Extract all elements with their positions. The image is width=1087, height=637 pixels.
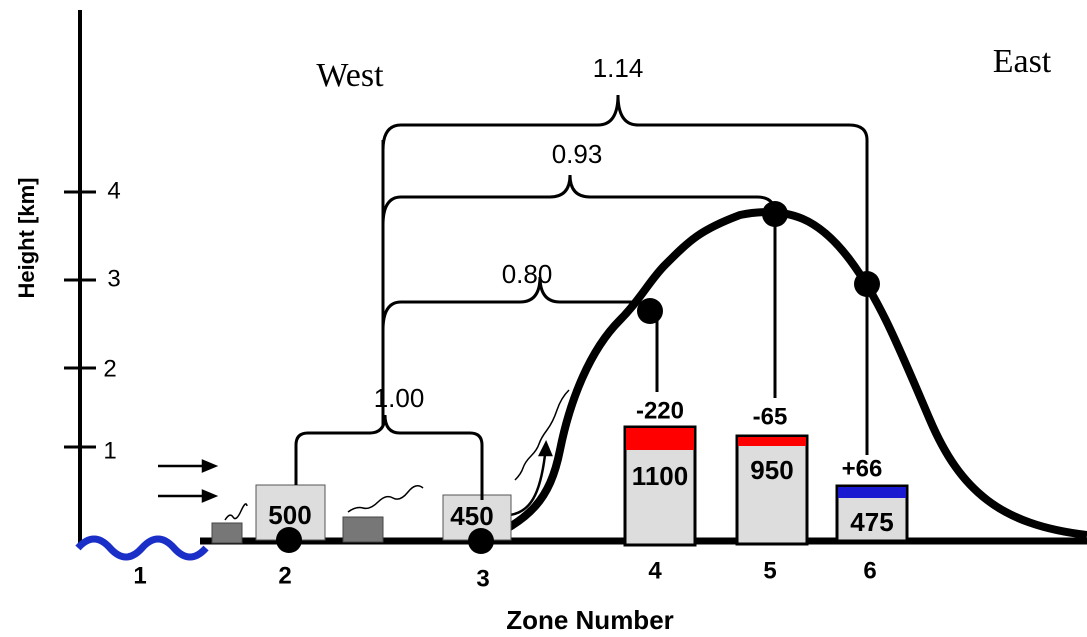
zone-dots <box>276 201 880 554</box>
obstacle <box>211 522 243 544</box>
zone-label: 2 <box>278 562 291 589</box>
sea <box>75 535 209 561</box>
x-axis-label: Zone Number <box>506 605 674 635</box>
bracket-label: 0.93 <box>552 139 603 169</box>
zone-label: 5 <box>763 557 776 584</box>
change-label: -65 <box>753 403 788 430</box>
box-label: 950 <box>750 455 793 485</box>
zone-label: 6 <box>863 557 876 584</box>
y-ticks <box>64 190 96 449</box>
change-label: +66 <box>842 455 883 482</box>
zone-label: 1 <box>133 562 146 589</box>
bracket-label: 1.00 <box>374 383 425 413</box>
obstacle <box>342 516 384 543</box>
mountain <box>478 208 1087 546</box>
box <box>735 434 809 546</box>
turbulence <box>224 389 570 521</box>
wind-arrows <box>158 439 553 517</box>
box-label: 475 <box>850 507 893 537</box>
change-bar <box>626 428 694 450</box>
box-label: 1100 <box>632 461 688 491</box>
change-bar <box>738 437 806 446</box>
zone-label: 3 <box>476 565 489 592</box>
bracket-label: 0.80 <box>502 259 553 289</box>
y-tick-label: 4 <box>107 177 120 204</box>
zone-label: 4 <box>648 557 662 584</box>
y-tick-label: 1 <box>103 437 116 464</box>
y-tick-label: 3 <box>107 265 120 292</box>
y-tick-label: 2 <box>103 355 116 382</box>
change-bar <box>838 487 906 498</box>
brackets <box>294 94 869 500</box>
region-label: East <box>993 43 1052 80</box>
box-label: 500 <box>268 500 311 530</box>
box-label: 450 <box>450 501 493 531</box>
bracket-label: 1.14 <box>593 53 644 83</box>
change-label: -220 <box>636 397 684 424</box>
region-label: West <box>316 57 384 94</box>
y-axis-label: Height [km] <box>14 178 39 299</box>
